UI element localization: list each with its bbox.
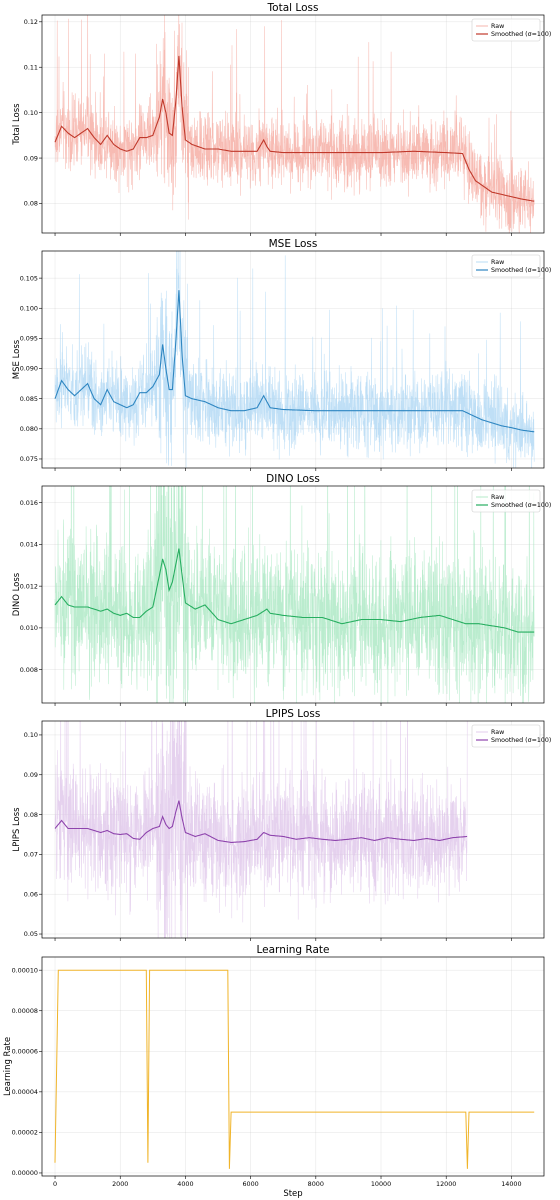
lpips-loss-panel: 0.05 0.06 0.07 0.08 0.09 0.10 LPIPS Loss LPIPS … [12, 708, 551, 941]
learning-rate-y-axis-label: Learning Rate [3, 1037, 13, 1096]
mse-loss-plot-layer [54, 251, 535, 468]
dino-loss-y-tick-label: 0.012 [20, 582, 38, 590]
dino-loss-y-tick-label: 0.008 [20, 666, 38, 674]
mse-loss-legend-entry: Raw [491, 259, 504, 266]
dino-loss-y-axis-label: DINO Loss [12, 572, 22, 616]
learning-rate-title: Learning Rate [257, 944, 330, 956]
mse-loss-y-tick-label: 0.075 [20, 455, 38, 463]
learning-rate-y-tick-label: 0.00010 [12, 966, 38, 974]
lpips-loss-y-axis-label: LPIPS Loss [12, 807, 22, 852]
dino-loss-y-tick-label: 0.014 [20, 541, 38, 549]
lpips-loss-plot-layer [54, 721, 468, 938]
lpips-loss-y-tick-label: 0.09 [24, 771, 38, 779]
total-loss-y-tick-label: 0.10 [24, 109, 38, 117]
mse-loss-raw-series-line [54, 251, 535, 468]
dino-loss-axes-frame [41, 485, 545, 704]
dino-loss-panel: 0.008 0.010 0.012 0.014 0.016 DINO Loss DINO L… [12, 473, 551, 706]
dino-loss-plot-layer [54, 486, 535, 703]
learning-rate-x-tick-label: 10000 [371, 1180, 391, 1188]
total-loss-axes-frame [41, 14, 545, 234]
learning-rate-x-tick-label: 12000 [436, 1180, 456, 1188]
learning-rate-x-tick-label: 8000 [308, 1180, 324, 1188]
learning-rate-x-tick-label: 6000 [242, 1180, 258, 1188]
learning-rate-x-tick-label: 4000 [177, 1180, 193, 1188]
mse-loss-y-tick-label: 0.095 [20, 335, 38, 343]
dino-loss-smoothed-series-line [54, 548, 535, 633]
learning-rate-y-tick-label: 0.00004 [12, 1088, 38, 1096]
total-loss-y-tick-label: 0.09 [24, 154, 38, 162]
learning-rate-panel: 0 2000 4000 6000 8000 10000 12000 14000 0.00000 0… [3, 944, 545, 1199]
dino-loss-title: DINO Loss [266, 473, 320, 485]
mse-loss-legend-box [471, 254, 541, 278]
mse-loss-y-tick-label: 0.100 [20, 304, 38, 312]
lpips-loss-axes-frame [41, 720, 545, 939]
total-loss-y-tick-label: 0.11 [24, 63, 38, 71]
learning-rate-series-line [54, 969, 535, 1169]
dino-loss-raw-series-line [54, 486, 535, 703]
learning-rate-x-tick-label: 2000 [112, 1180, 128, 1188]
lpips-loss-legend-entry: Raw [491, 729, 504, 736]
total-loss-panel: 0.08 0.09 0.10 0.11 0.12 Total Loss Total Loss… [12, 2, 551, 236]
total-loss-legend-box [471, 18, 541, 42]
mse-loss-axes-frame [41, 250, 545, 469]
lpips-loss-y-tick-label: 0.07 [24, 851, 38, 859]
dino-loss-y-tick-label: 0.016 [20, 499, 38, 507]
learning-rate-axes-frame [41, 956, 545, 1177]
lpips-loss-legend-box [471, 724, 541, 748]
lpips-loss-legend-entry: Smoothed (σ=100) [491, 737, 551, 744]
mse-loss-y-tick-label: 0.090 [20, 365, 38, 373]
mse-loss-y-tick-label: 0.105 [20, 274, 38, 282]
learning-rate-y-tick-label: 0.00000 [12, 1169, 38, 1177]
learning-rate-x-axis-label: Step [283, 1189, 302, 1199]
total-loss-legend-entry: Smoothed (σ=100) [491, 31, 551, 38]
lpips-loss-y-tick-label: 0.06 [24, 890, 38, 898]
total-loss-y-tick-label: 0.08 [24, 200, 38, 208]
total-loss-smoothed-series-line [54, 55, 535, 202]
lpips-loss-y-tick-label: 0.10 [24, 731, 38, 739]
mse-loss-title: MSE Loss [269, 238, 318, 250]
mse-loss-y-tick-label: 0.085 [20, 395, 38, 403]
dino-loss-legend-entry: Raw [491, 494, 504, 501]
learning-rate-y-tick-label: 0.00006 [12, 1047, 38, 1055]
total-loss-raw-series-line [54, 15, 535, 233]
total-loss-title: Total Loss [267, 2, 319, 14]
learning-rate-plot-area [42, 957, 544, 1176]
learning-rate-plot-layer [54, 969, 535, 1169]
learning-rate-y-tick-label: 0.00002 [12, 1129, 38, 1137]
total-loss-y-tick-label: 0.12 [24, 18, 38, 26]
learning-rate-x-tick-label: 14000 [501, 1180, 521, 1188]
total-loss-plot-layer [54, 15, 535, 233]
lpips-loss-smoothed-series-line [54, 800, 468, 843]
total-loss-y-axis-label: Total Loss [12, 103, 22, 146]
learning-rate-y-tick-label: 0.00008 [12, 1007, 38, 1015]
dino-loss-legend-entry: Smoothed (σ=100) [491, 502, 551, 509]
lpips-loss-y-tick-label: 0.08 [24, 811, 38, 819]
mse-loss-y-tick-label: 0.080 [20, 425, 38, 433]
mse-loss-panel: 0.075 0.080 0.085 0.090 0.095 0.100 0.105 MSE L… [12, 238, 551, 471]
lpips-loss-title: LPIPS Loss [266, 708, 321, 720]
learning-rate-x-tick-label: 0 [53, 1180, 57, 1188]
lpips-loss-y-tick-label: 0.05 [24, 930, 38, 938]
mse-loss-legend-entry: Smoothed (σ=100) [491, 267, 551, 274]
mse-loss-y-axis-label: MSE Loss [12, 339, 22, 379]
dino-loss-legend-box [471, 489, 541, 513]
total-loss-legend-entry: Raw [491, 23, 504, 30]
lpips-loss-raw-series-line [54, 721, 468, 938]
mse-loss-smoothed-series-line [54, 290, 535, 433]
dino-loss-y-tick-label: 0.010 [20, 624, 38, 632]
